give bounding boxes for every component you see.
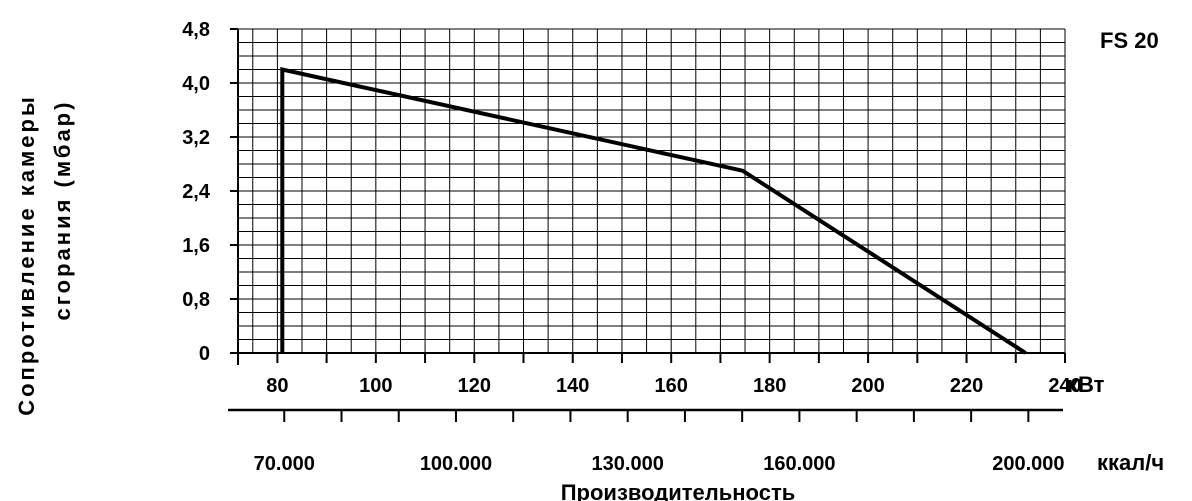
y-tick-label: 4,0 <box>182 73 210 95</box>
y-tick-label: 3,2 <box>182 127 210 149</box>
x-tick-label-kw: 200 <box>851 375 884 397</box>
series-group <box>280 67 1027 355</box>
unit-kw-label: кВт <box>1067 372 1105 397</box>
y-tick-label: 0,8 <box>182 289 210 311</box>
x-tick-label-kw: 160 <box>655 375 688 397</box>
y-tick-label: 4,8 <box>182 19 210 41</box>
x-tick-label-kw: 220 <box>950 375 983 397</box>
y-axis-title-line2: сгорания (мбар) <box>50 100 75 321</box>
grid <box>238 28 1066 353</box>
y-tick-label: 2,4 <box>182 181 211 203</box>
x-tick-labels-kcal: 70.000 100.000 130.000 160.000 200.000 <box>254 453 1065 475</box>
chart-title: FS 20 <box>1100 28 1159 53</box>
y-tick-label: 0 <box>199 343 210 365</box>
x-tick-label-kw: 240 <box>1048 375 1081 397</box>
x-tick-label-kcal: 200.000 <box>992 453 1064 475</box>
x-tick-labels-kw: 80 100 120 140 160 180 200 220 240 <box>266 375 1081 397</box>
axes <box>228 28 1066 422</box>
x-tick-label-kcal: 130.000 <box>592 453 664 475</box>
y-tick-labels: 0 0,8 1,6 2,4 3,2 4,0 4,8 <box>182 19 211 365</box>
x-tick-label-kcal: 160.000 <box>763 453 835 475</box>
x-tick-label-kcal: 100.000 <box>420 453 492 475</box>
y-axis-title-line1: Сопротивление камеры <box>14 94 39 416</box>
x-tick-label-kw: 180 <box>753 375 786 397</box>
x-tick-label-kw: 100 <box>359 375 392 397</box>
x-tick-label-kcal: 70.000 <box>254 453 315 475</box>
x-tick-label-kw: 120 <box>458 375 491 397</box>
x-tick-label-kw: 140 <box>556 375 589 397</box>
x-tick-label-kw: 80 <box>266 375 288 397</box>
series-line <box>280 67 1027 355</box>
x-axis-title: Производительность <box>561 480 796 501</box>
unit-kcal-label: ккал/ч <box>1097 450 1164 475</box>
y-tick-label: 1,6 <box>182 235 210 257</box>
